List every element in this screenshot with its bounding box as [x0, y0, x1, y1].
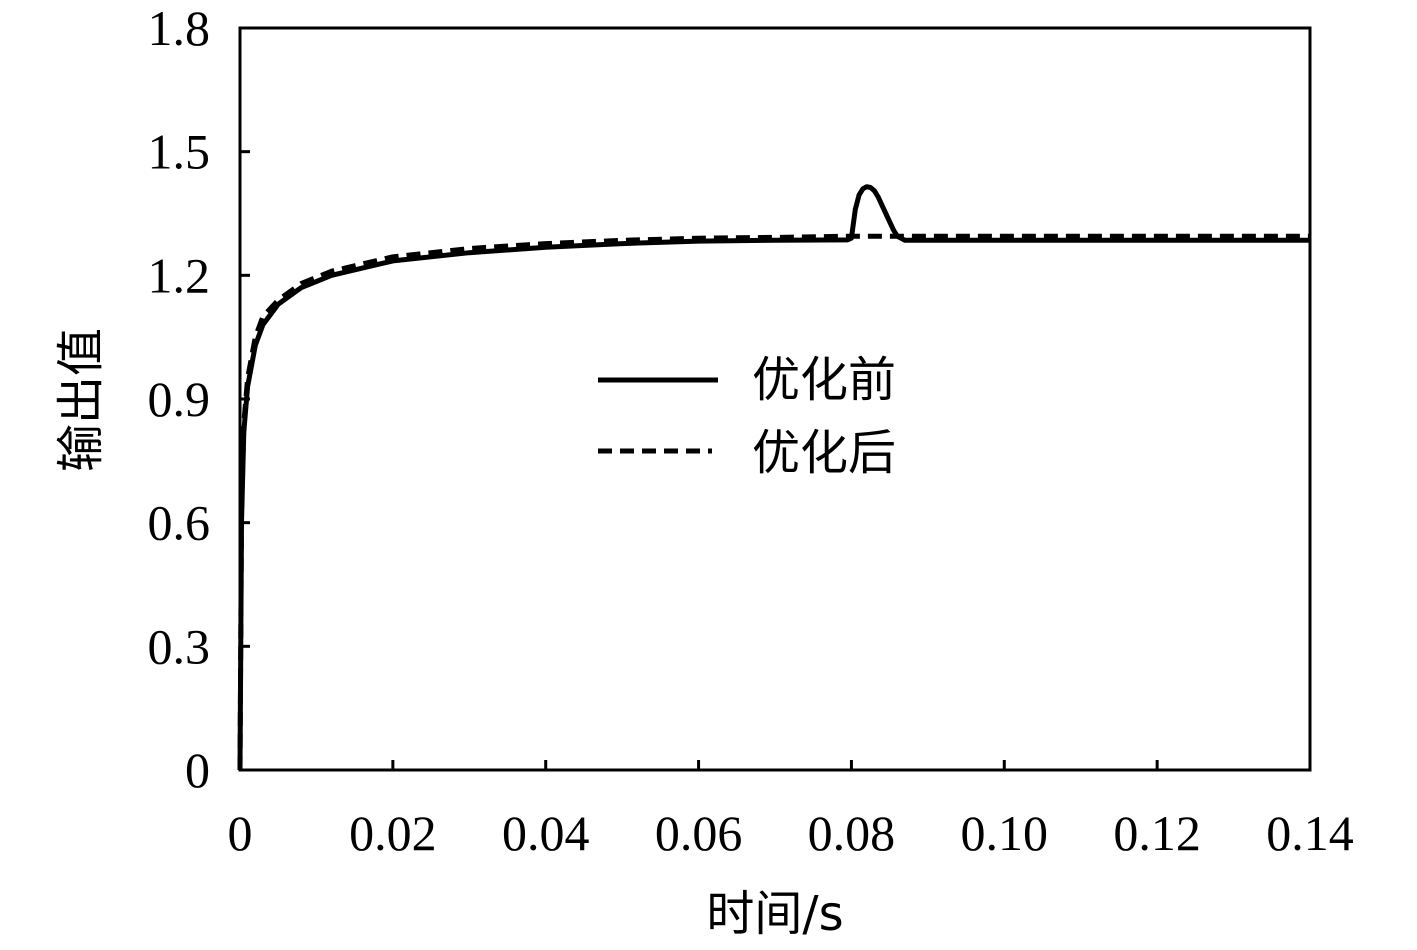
- x-tick-label-0: 0: [228, 805, 253, 861]
- y-tick-label-3: 0.9: [148, 371, 211, 427]
- x-tick-label-3: 0.06: [655, 805, 743, 861]
- x-axis-title: 时间/s: [706, 886, 843, 942]
- y-tick-label-6: 1.8: [148, 0, 211, 56]
- y-tick-label-5: 1.5: [148, 124, 211, 180]
- x-tick-label-7: 0.14: [1266, 805, 1354, 861]
- legend-label-after: 优化后: [752, 425, 896, 481]
- y-tick-label-0: 0: [185, 742, 210, 798]
- series-line-1: [237, 233, 1310, 771]
- y-axis-title: 输出值: [53, 328, 109, 472]
- x-tick-label-2: 0.04: [502, 805, 590, 861]
- y-tick-label-4: 1.2: [148, 247, 211, 303]
- legend: 优化前 优化后: [598, 352, 896, 481]
- legend-label-before: 优化前: [752, 352, 896, 408]
- y-tick-label-2: 0.6: [148, 495, 211, 551]
- series-line-0: [237, 184, 1310, 771]
- tick-labels-group: 0 0.02 0.04 0.06 0.08 0.10 0.12 0.14 0 0.3 0.6 0.9 1…: [148, 0, 1354, 861]
- series-lines-group: [237, 184, 1310, 771]
- y-tick-label-1: 0.3: [148, 618, 211, 674]
- x-tick-label-5: 0.10: [961, 805, 1049, 861]
- x-tick-label-6: 0.12: [1113, 805, 1201, 861]
- x-tick-label-1: 0.02: [349, 805, 437, 861]
- x-tick-label-4: 0.08: [808, 805, 896, 861]
